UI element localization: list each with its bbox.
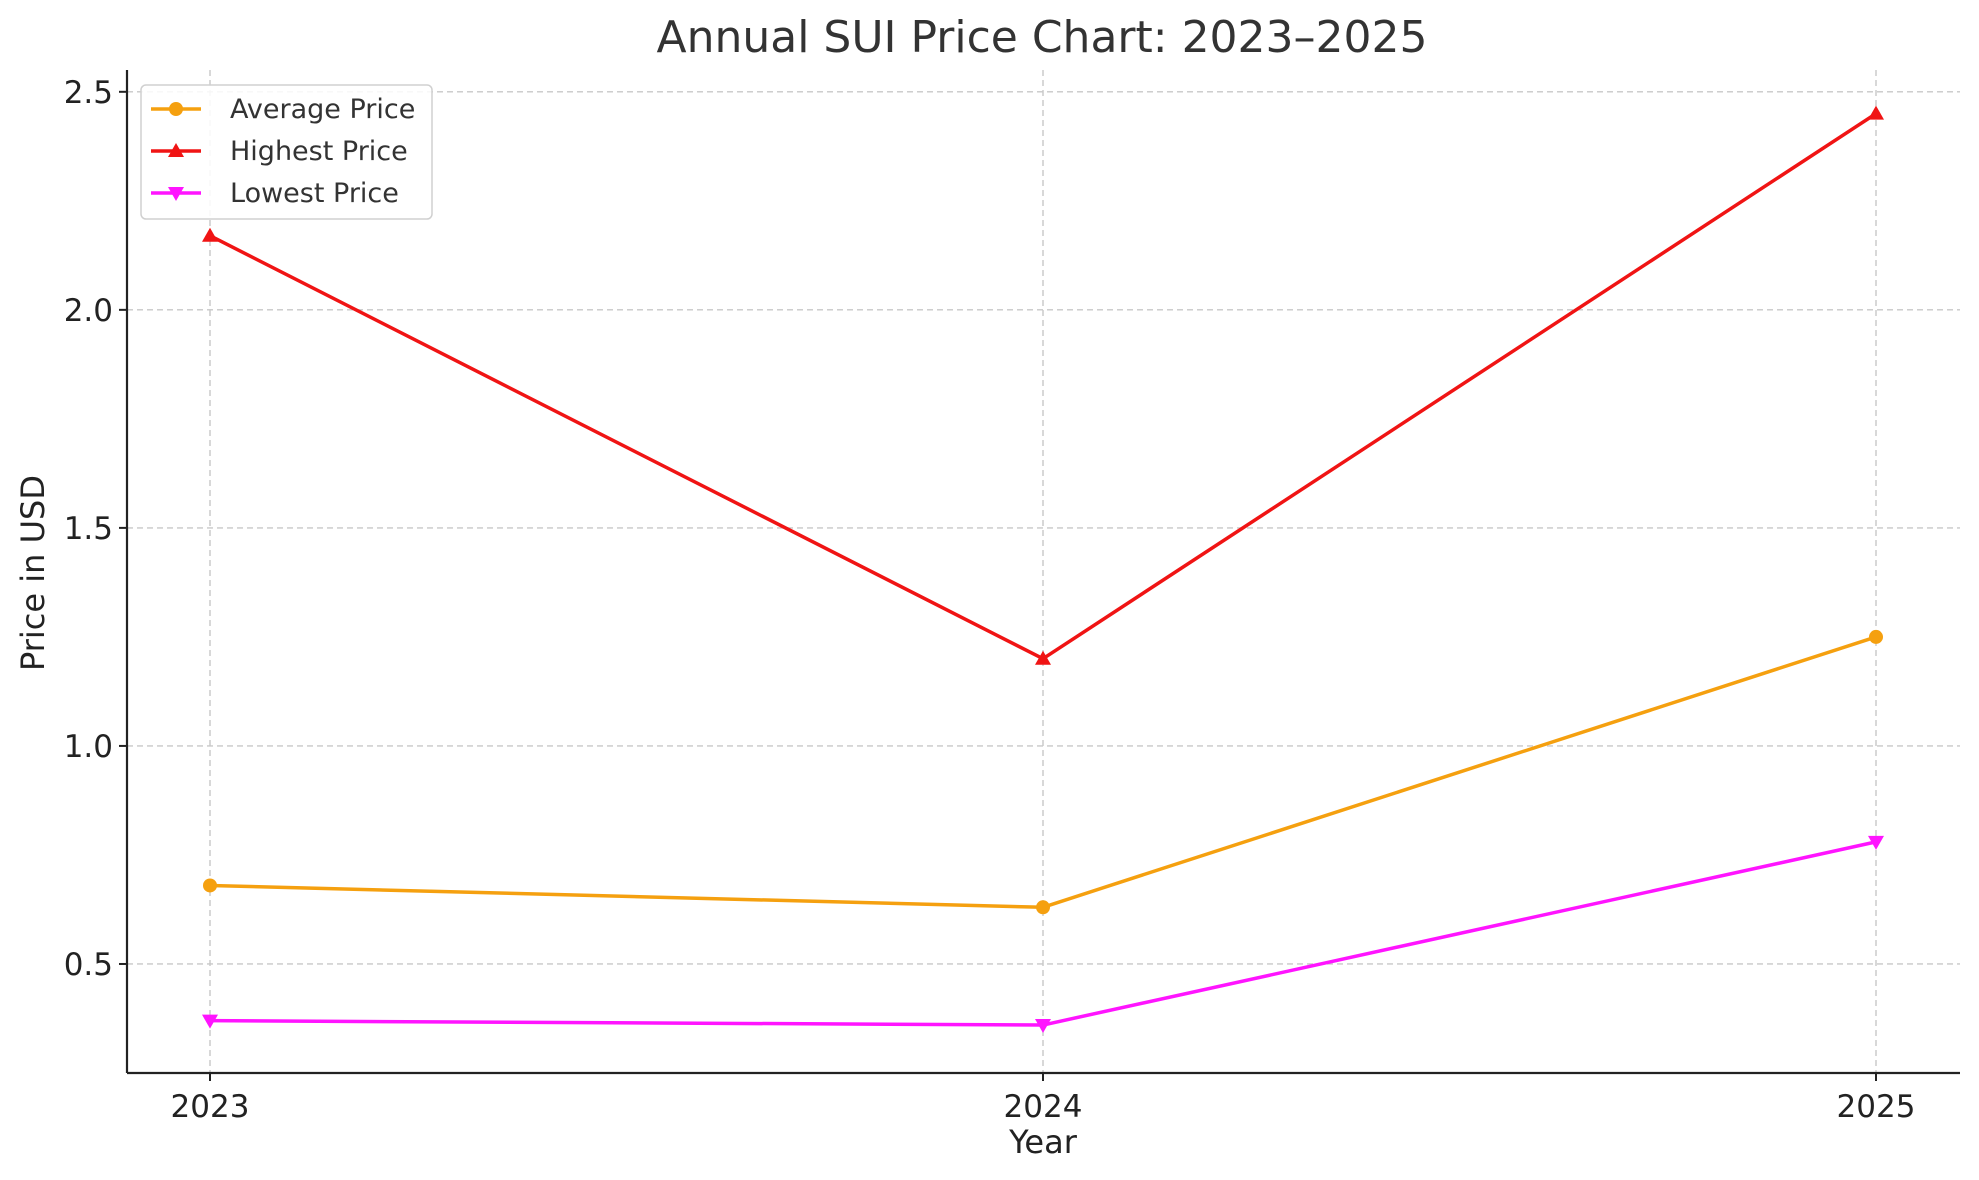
y-tick-label: 2.5: [64, 75, 113, 111]
data-point: [203, 878, 217, 893]
axes: [119, 70, 1960, 1081]
legend-label: Lowest Price: [230, 178, 399, 209]
data-point: [202, 227, 218, 242]
legend-box: [140, 84, 433, 220]
data-point: [1036, 900, 1050, 915]
data-point: [1035, 1019, 1051, 1034]
legend-marker: [169, 102, 183, 116]
y-tick-label: 2.0: [64, 293, 113, 329]
legend-marker: [168, 187, 184, 201]
legend-label: Average Price: [230, 94, 415, 125]
series-highest-price: [202, 105, 1884, 665]
data-point: [1868, 835, 1884, 850]
data-point: [202, 1014, 218, 1029]
series-lowest-price: [202, 835, 1884, 1034]
data-point: [1868, 105, 1884, 120]
y-axis-label: Price in USD: [14, 475, 52, 671]
y-tick-label: 1.0: [64, 729, 113, 765]
tick-labels: 0.5 1.0 1.5 2.0 2.5 2023 2024 2025: [64, 75, 1916, 1125]
legend-marker: [168, 143, 184, 157]
x-tick-label: 2025: [1837, 1089, 1916, 1125]
legend: Average Price Highest Price Lowest Price: [140, 84, 433, 220]
legend-label: Highest Price: [230, 136, 408, 167]
x-tick-label: 2023: [171, 1089, 250, 1125]
series-group: [202, 105, 1884, 1034]
legend-item: Lowest Price: [151, 178, 399, 209]
data-point: [1035, 650, 1051, 665]
grid: [127, 70, 1960, 1073]
data-point: [1869, 629, 1883, 644]
y-tick-label: 0.5: [64, 947, 113, 983]
series-average-price: [203, 629, 1883, 915]
y-tick-label: 1.5: [64, 511, 113, 547]
x-tick-label: 2024: [1004, 1089, 1083, 1125]
chart-title: Annual SUI Price Chart: 2023–2025: [656, 12, 1427, 63]
x-axis-label: Year: [1008, 1123, 1078, 1161]
legend-item: Average Price: [151, 94, 415, 125]
legend-item: Highest Price: [151, 136, 408, 167]
